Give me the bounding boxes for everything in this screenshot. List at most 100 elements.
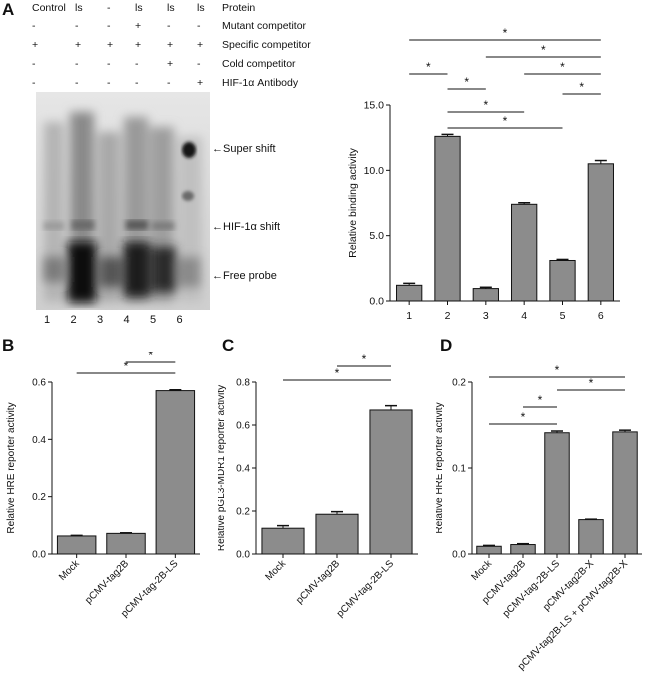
y-axis-title: Relative HRE reporter activity (6, 402, 17, 533)
gel-lane-number: 1 (44, 314, 51, 326)
gel-lane-number: 5 (150, 314, 157, 326)
emsa-cell-r0-c1: ls (75, 2, 83, 14)
panel-letter-c: C (222, 336, 235, 355)
emsa-cell-r0-c0: Control (32, 2, 66, 14)
gel-lane-number: 6 (176, 314, 183, 326)
emsa-cell-r0-c5: ls (197, 2, 205, 14)
bar (396, 284, 423, 302)
y-tick-label: 0.2 (452, 378, 466, 389)
significance-star: * (124, 359, 129, 373)
significance-star: * (464, 75, 469, 89)
arrow-left-icon: ← (212, 221, 223, 233)
emsa-cell-r4-c1: - (75, 77, 79, 89)
bar (612, 431, 638, 555)
bar (511, 203, 538, 302)
x-tick-label: 1 (406, 310, 412, 322)
x-tick-label: 3 (483, 310, 489, 322)
y-tick-label: 0.0 (32, 550, 46, 561)
emsa-cell-r3-c2: - (107, 58, 111, 70)
y-tick-label: 0.6 (32, 378, 46, 389)
emsa-row-label: Specific competitor (222, 39, 311, 51)
hif-shift-label: ←HIF-1α shift (212, 221, 281, 233)
significance-star: * (335, 366, 340, 380)
emsa-row-label: HIF-1α Antibody (222, 77, 299, 89)
emsa-row-label: Mutant competitor (222, 20, 307, 32)
emsa-cell-r3-c1: - (75, 58, 79, 70)
emsa-cell-r0-c2: - (107, 2, 111, 14)
emsa-row-label: Cold competitor (222, 58, 296, 70)
bar (544, 432, 570, 555)
y-axis-title: Relative HRE reporter activity (436, 402, 445, 533)
emsa-cell-r3-c3: - (135, 58, 139, 70)
emsa-cell-r2-c2: + (107, 39, 114, 51)
emsa-cell-r2-c1: + (75, 39, 82, 51)
emsa-row-label: Protein (222, 2, 256, 14)
emsa-cell-r1-c1: - (75, 20, 79, 32)
significance-star: * (503, 26, 508, 40)
x-tick-label: 2 (445, 310, 451, 322)
bar (155, 390, 196, 555)
bar (472, 288, 499, 302)
emsa-cell-r2-c5: + (197, 39, 204, 51)
y-axis-title: Relative pGL3-MDR1 reporter activity (218, 385, 227, 551)
y-tick-label: 0.8 (236, 378, 250, 389)
x-tick-label: pCMV-tag-2B-LS (335, 558, 396, 619)
emsa-cell-r2-c4: + (167, 39, 174, 51)
emsa-cell-r2-c3: + (135, 39, 142, 51)
bar (106, 532, 146, 555)
emsa-cell-r1-c0: - (32, 20, 36, 32)
emsa-cell-r0-c3: ls (135, 2, 143, 14)
significance-star: * (589, 376, 594, 390)
bar (261, 527, 305, 555)
bar (549, 259, 576, 302)
chart-a-binding-activity: 0.0 5.0 10.0 15.0 Relative binding activity 1… (347, 26, 620, 322)
significance-star: * (541, 43, 546, 57)
x-tick-label: Mock (57, 558, 82, 583)
y-tick-label: 15.0 (364, 100, 385, 112)
x-tick-label: 6 (598, 310, 604, 322)
bar (510, 544, 536, 555)
significance-star: * (521, 410, 526, 424)
gel-lane-numbers: 1 2 3 4 5 6 (36, 314, 210, 328)
y-tick-label: 0.4 (236, 464, 250, 475)
gel-lane-number: 2 (70, 314, 77, 326)
y-tick-label: 5.0 (369, 230, 384, 242)
bar (369, 409, 413, 555)
arrow-left-icon: ← (212, 270, 223, 282)
panel-letter-d: D (440, 336, 453, 355)
x-tick-label: 5 (560, 310, 566, 322)
bar (476, 545, 502, 555)
x-tick-label: 4 (521, 310, 527, 322)
emsa-cell-r0-c4: ls (167, 2, 175, 14)
gel-lane-number: 4 (123, 314, 130, 326)
emsa-cell-r4-c0: - (32, 77, 36, 89)
y-tick-label: 10.0 (364, 165, 385, 177)
y-tick-label: 0.0 (369, 296, 384, 308)
emsa-cell-r1-c5: - (197, 20, 201, 32)
emsa-condition-table: Control ls - ls ls ls Protein - - - + - - Mutant comp… (0, 0, 360, 95)
bar (315, 513, 359, 555)
x-tick-label: Mock (263, 558, 288, 583)
emsa-cell-r3-c4: + (167, 58, 174, 70)
bar (587, 163, 614, 302)
significance-star: * (560, 60, 565, 74)
x-tick-label: Mock (469, 558, 494, 583)
x-tick-label: pCMV-tag2B (294, 558, 342, 606)
chart-d-hre-reporter: 0.0 0.1 0.2 Relative HRE reporter activity M… (436, 363, 642, 672)
emsa-cell-r4-c2: - (107, 77, 111, 89)
emsa-cell-r1-c4: - (167, 20, 171, 32)
panel-letter-b: B (2, 336, 15, 355)
significance-star: * (555, 363, 560, 377)
significance-star: * (426, 60, 431, 74)
y-tick-label: 0.6 (236, 421, 250, 432)
emsa-cell-r1-c2: - (107, 20, 111, 32)
chart-b-hre-reporter: 0.0 0.2 0.4 0.6 Relative HRE reporter activi… (6, 352, 200, 620)
emsa-cell-r1-c3: + (135, 20, 142, 32)
super-shift-label: ←Super shift (212, 143, 276, 155)
y-tick-label: 0.2 (32, 492, 46, 503)
bar (578, 519, 604, 555)
significance-star: * (148, 352, 153, 362)
arrow-left-icon: ← (212, 143, 223, 155)
significance-star: * (579, 80, 584, 94)
emsa-cell-r4-c4: - (167, 77, 171, 89)
